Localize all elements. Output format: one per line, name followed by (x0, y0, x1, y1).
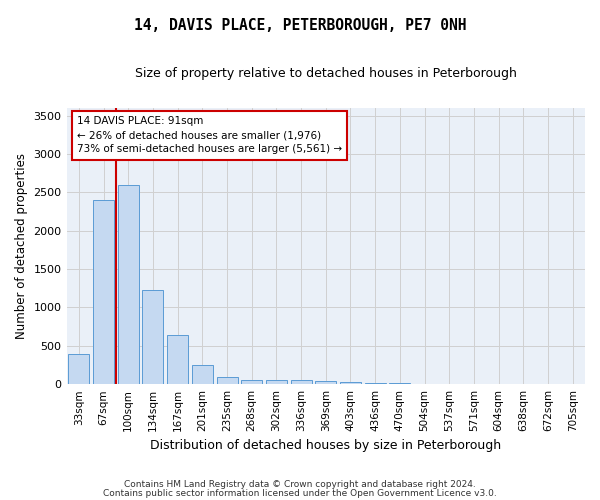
Bar (365, 383, 386, 384)
Text: 14 DAVIS PLACE: 91sqm
← 26% of detached houses are smaller (1,976)
73% of semi-d: 14 DAVIS PLACE: 91sqm ← 26% of detached … (77, 116, 342, 154)
Bar (266, 380, 287, 384)
Bar (93, 200, 114, 384)
Text: 14, DAVIS PLACE, PETERBOROUGH, PE7 0NH: 14, DAVIS PLACE, PETERBOROUGH, PE7 0NH (134, 18, 466, 32)
Bar (68, 354, 89, 384)
Bar (217, 378, 238, 384)
Y-axis label: Number of detached properties: Number of detached properties (15, 153, 28, 339)
Bar (192, 364, 213, 384)
Bar (167, 335, 188, 384)
X-axis label: Distribution of detached houses by size in Peterborough: Distribution of detached houses by size … (150, 440, 502, 452)
Bar (340, 382, 361, 384)
Bar (290, 380, 311, 384)
Bar (142, 290, 163, 384)
Bar (118, 185, 139, 384)
Bar (315, 381, 336, 384)
Text: Contains HM Land Registry data © Crown copyright and database right 2024.: Contains HM Land Registry data © Crown c… (124, 480, 476, 489)
Title: Size of property relative to detached houses in Peterborough: Size of property relative to detached ho… (135, 68, 517, 80)
Text: Contains public sector information licensed under the Open Government Licence v3: Contains public sector information licen… (103, 488, 497, 498)
Bar (241, 380, 262, 384)
